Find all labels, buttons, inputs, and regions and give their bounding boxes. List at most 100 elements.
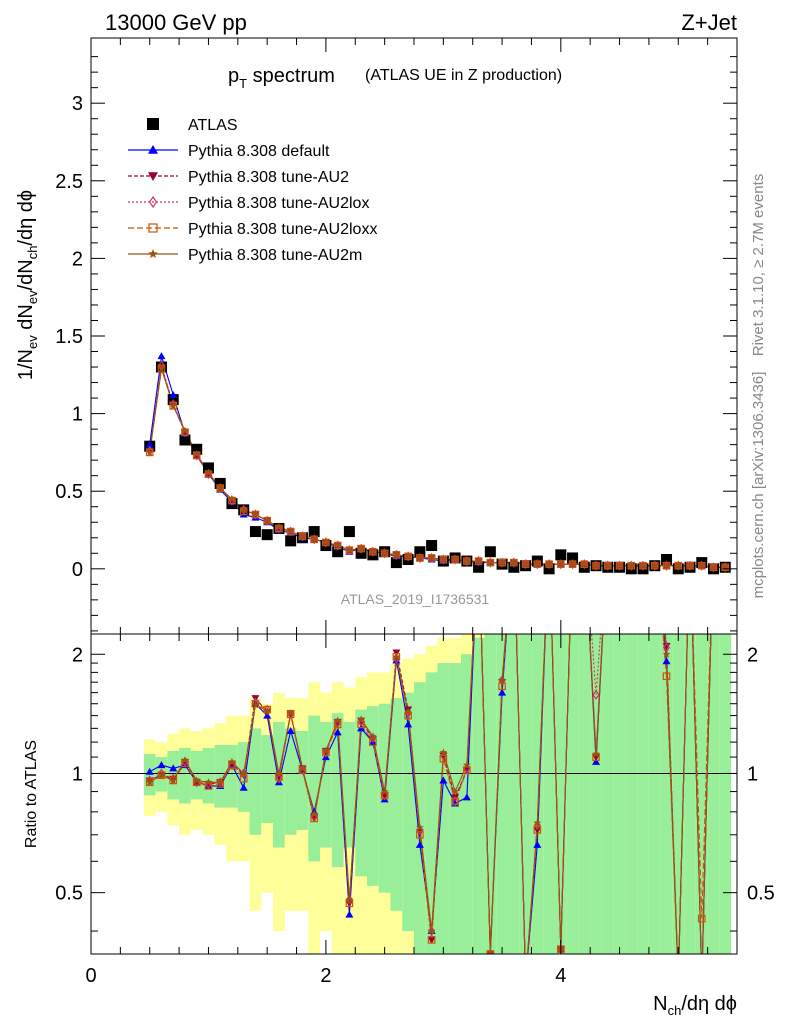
y-tick-label: 3 xyxy=(72,93,83,115)
ratio-point xyxy=(322,746,330,755)
ratio-point xyxy=(427,936,436,944)
y-tick-label: 1.5 xyxy=(55,326,83,348)
uncertainty-band-inner xyxy=(601,634,614,954)
ratio-point xyxy=(404,707,412,716)
ratio-point xyxy=(145,767,154,775)
uncertainty-band-inner xyxy=(390,698,403,911)
mc-point xyxy=(145,448,154,456)
data-point xyxy=(473,561,485,573)
ratio-y-tick-label-right: 0.5 xyxy=(747,883,775,905)
uncertainty-band-inner xyxy=(343,721,356,848)
series-line xyxy=(149,368,726,568)
ratio-point xyxy=(204,778,213,786)
uncertainty-band-inner xyxy=(179,747,191,804)
mc-point xyxy=(204,468,213,476)
uncertainty-band-inner xyxy=(308,715,321,862)
mc-point xyxy=(357,544,365,552)
uncertainty-band-inner xyxy=(695,634,708,954)
ratio-point xyxy=(592,757,601,765)
ratio-y-tick-label-right: 2 xyxy=(747,644,758,666)
mc-point xyxy=(615,561,624,569)
uncertainty-band-inner xyxy=(355,709,368,877)
uncertainty-band-inner xyxy=(484,634,497,954)
mc-point xyxy=(639,561,647,569)
ratio-point xyxy=(404,720,413,728)
uncertainty-band-inner xyxy=(507,634,520,954)
y-tick-label: 2 xyxy=(72,248,83,270)
data-point xyxy=(426,540,438,552)
mc-point xyxy=(228,495,236,503)
uncertainty-band-inner xyxy=(554,634,567,954)
mc-point xyxy=(157,364,166,372)
legend-marker xyxy=(148,145,158,154)
analysis-watermark: ATLAS_2019_I1736531 xyxy=(341,591,490,607)
data-point xyxy=(484,546,496,558)
ratio-point xyxy=(486,950,495,954)
ratio-point xyxy=(286,709,295,717)
mc-point xyxy=(380,549,389,557)
x-tick-label: 0 xyxy=(85,965,96,987)
mc-point xyxy=(145,440,154,448)
legend-label: ATLAS xyxy=(188,117,238,134)
ratio-point xyxy=(533,826,542,834)
mc-point xyxy=(333,541,342,549)
uncertainty-band-inner xyxy=(414,682,426,954)
ratio-bands xyxy=(143,634,732,954)
uncertainty-band-inner xyxy=(648,634,661,954)
data-point xyxy=(202,462,214,474)
ratio-point xyxy=(357,720,365,729)
uncertainty-band-inner xyxy=(284,728,297,835)
legend: ATLAS Pythia 8.308 default Pythia 8.308 tu… xyxy=(128,117,377,264)
data-point xyxy=(191,443,203,455)
ratio-point xyxy=(498,688,507,696)
series-line xyxy=(149,356,726,568)
uncertainty-band-inner xyxy=(719,634,732,954)
uncertainty-band-inner xyxy=(331,713,344,868)
ratio-point xyxy=(239,769,248,777)
data-point xyxy=(261,529,273,541)
ratio-point xyxy=(239,783,248,791)
uncertainty-band-inner xyxy=(249,728,262,835)
ratio-y-axis-label: Ratio to ATLAS xyxy=(23,740,40,848)
ratio-point xyxy=(193,777,201,788)
series-line xyxy=(149,365,726,568)
uncertainty-band-inner xyxy=(296,731,309,830)
chart-subtitle: (ATLAS UE in Z production) xyxy=(365,67,562,84)
ratio-point xyxy=(392,652,401,661)
mc-point xyxy=(463,557,471,565)
uncertainty-band-inner xyxy=(543,634,555,954)
ratio-point xyxy=(662,672,671,681)
ratio-point xyxy=(157,771,166,779)
legend-label: Pythia 8.308 default xyxy=(188,143,330,160)
mc-point xyxy=(521,560,530,568)
mc-point xyxy=(510,558,518,566)
mc-point xyxy=(474,557,483,565)
ratio-point xyxy=(169,776,177,784)
ratio-point xyxy=(416,824,424,835)
mc-point xyxy=(157,352,166,360)
data-point xyxy=(249,526,261,538)
mc-point xyxy=(298,532,307,540)
uncertainty-band-inner xyxy=(496,634,508,954)
ratio-point xyxy=(533,826,542,834)
series-line xyxy=(149,368,726,568)
ratio-point xyxy=(275,769,283,777)
mc-point xyxy=(286,527,295,535)
mc-point xyxy=(310,535,318,543)
mc-point xyxy=(392,550,401,559)
uncertainty-band-inner xyxy=(190,750,203,800)
uncertainty-band-inner xyxy=(519,634,532,954)
uncertainty-band-inner xyxy=(566,634,579,954)
ratio-point xyxy=(662,642,671,650)
uncertainty-band-inner xyxy=(684,634,696,954)
uncertainty-band-inner xyxy=(625,634,638,954)
ratio-point xyxy=(380,787,389,795)
ratio-point xyxy=(310,810,318,818)
ratio-point xyxy=(416,830,424,839)
mc-point xyxy=(592,561,600,569)
ratio-point xyxy=(533,820,541,831)
ratio-point xyxy=(462,793,471,801)
ratio-point xyxy=(181,756,189,764)
data-point xyxy=(285,535,297,547)
uncertainty-band-inner xyxy=(261,735,274,823)
